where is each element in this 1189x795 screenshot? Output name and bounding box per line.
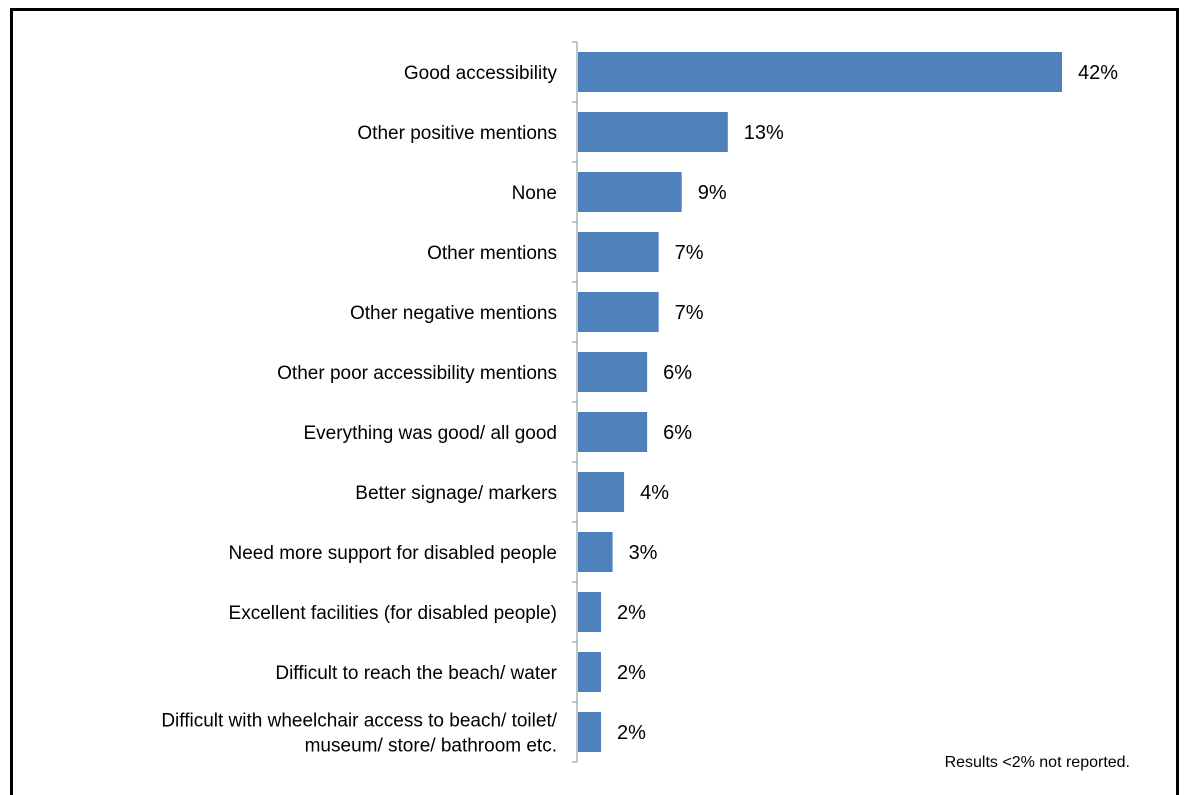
- data-label: 2%: [617, 662, 646, 684]
- chart-note: Results <2% not reported.: [945, 754, 1130, 771]
- category-label: Good accessibility: [404, 63, 558, 84]
- data-label: 13%: [744, 122, 784, 144]
- category-label: Better signage/ markers: [355, 483, 557, 504]
- data-label: 6%: [663, 422, 692, 444]
- category-label: Other positive mentions: [357, 123, 557, 144]
- bar: [578, 292, 659, 332]
- category-label: Need more support for disabled people: [229, 543, 557, 564]
- data-label: 6%: [663, 362, 692, 384]
- data-label: 3%: [629, 542, 658, 564]
- category-label: None: [512, 183, 557, 204]
- bar: [578, 412, 648, 452]
- bar: [578, 592, 602, 632]
- data-label: 7%: [675, 302, 704, 324]
- data-label: 42%: [1078, 62, 1118, 84]
- category-label: Other mentions: [427, 243, 557, 264]
- bar: [578, 112, 728, 152]
- category-label: Everything was good/ all good: [304, 423, 558, 444]
- chart-frame: [10, 8, 1179, 795]
- bar: [578, 352, 648, 392]
- category-label: Other negative mentions: [350, 303, 557, 324]
- category-label: Excellent facilities (for disabled peopl…: [229, 603, 557, 624]
- bar: [578, 52, 1062, 92]
- data-label: 2%: [617, 602, 646, 624]
- category-label: Other poor accessibility mentions: [277, 363, 557, 384]
- data-label: 7%: [675, 242, 704, 264]
- bar: [578, 232, 659, 272]
- bar: [578, 712, 602, 752]
- bar: [578, 472, 625, 512]
- bar: [578, 532, 613, 572]
- category-label: Difficult with wheelchair access to beac…: [161, 711, 557, 757]
- data-label: 9%: [698, 182, 727, 204]
- bar: [578, 172, 682, 212]
- category-label: Difficult to reach the beach/ water: [275, 663, 557, 684]
- data-label: 4%: [640, 482, 669, 504]
- data-label: 2%: [617, 722, 646, 744]
- bar: [578, 652, 602, 692]
